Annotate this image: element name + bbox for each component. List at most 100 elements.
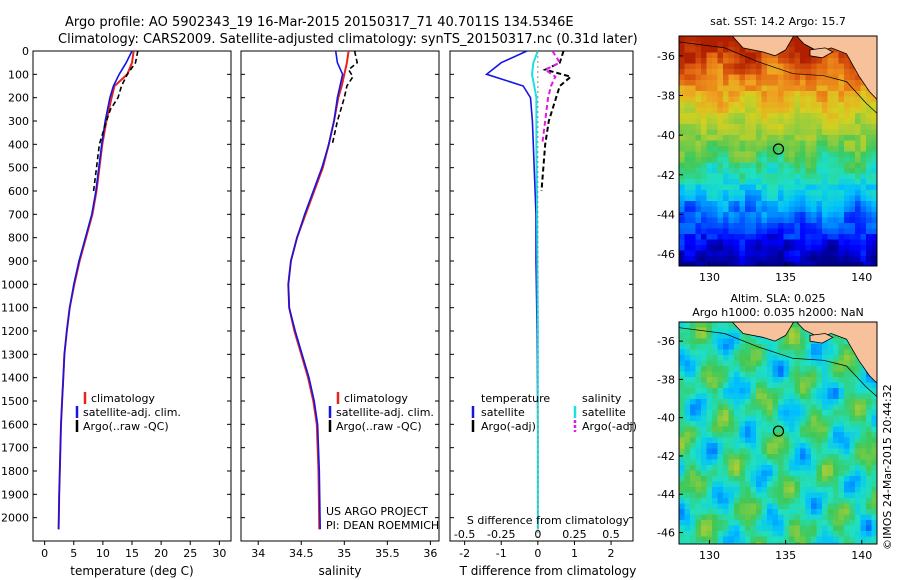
map-cell xyxy=(794,465,801,471)
map-cell xyxy=(772,250,779,257)
map-cell xyxy=(827,63,834,70)
map-cell xyxy=(684,360,691,367)
map-cell xyxy=(695,85,702,92)
x-tick-label: 5 xyxy=(70,547,77,560)
map-cell xyxy=(838,179,845,185)
map-cell xyxy=(860,492,867,499)
map-cell xyxy=(866,388,872,394)
map-cell xyxy=(761,74,768,81)
map-cell xyxy=(684,377,691,383)
map-cell xyxy=(684,58,691,64)
map-cell xyxy=(684,509,691,515)
map-cell xyxy=(844,470,850,477)
map-cell xyxy=(838,80,845,86)
map-cell xyxy=(871,531,877,537)
map-cell xyxy=(849,443,856,449)
map-cell xyxy=(761,179,768,185)
map-cell xyxy=(701,217,707,224)
map-cell xyxy=(800,404,806,411)
map-cell xyxy=(723,454,729,460)
depth-tick-label: 1700 xyxy=(1,442,29,455)
map-cell xyxy=(690,404,696,411)
map-cell xyxy=(712,322,718,328)
map-cell xyxy=(860,481,867,488)
map-cell xyxy=(855,388,861,394)
map-cell xyxy=(728,245,735,251)
map-cell xyxy=(756,520,762,526)
map-cell xyxy=(679,41,685,48)
map-cell xyxy=(838,371,845,378)
map-cell xyxy=(811,520,817,526)
map-cell xyxy=(860,206,867,213)
map-cell xyxy=(706,36,713,42)
map-cell xyxy=(849,118,856,125)
map-cell xyxy=(827,228,834,235)
map-cell xyxy=(706,426,713,433)
map-cell xyxy=(855,129,861,136)
map-cell xyxy=(756,542,762,544)
map-cell xyxy=(844,96,850,103)
map-cell xyxy=(860,107,867,114)
map-cell xyxy=(712,96,718,103)
map-cell xyxy=(855,448,861,455)
map-cell xyxy=(739,448,746,455)
x-tick-label: 25 xyxy=(183,547,197,560)
map-cell xyxy=(849,459,856,466)
map-cell xyxy=(761,355,768,361)
map-cell xyxy=(811,355,817,361)
map-cell xyxy=(783,531,790,537)
map-cell xyxy=(745,448,751,455)
map-cell xyxy=(739,190,746,196)
map-cell xyxy=(816,217,823,224)
map-cell xyxy=(695,382,702,389)
map-cell xyxy=(822,179,828,185)
map-cell xyxy=(728,179,735,185)
map-cell xyxy=(717,195,724,202)
map-cell xyxy=(805,525,812,532)
map-cell xyxy=(844,228,850,235)
map-cell xyxy=(794,212,801,218)
map-cell xyxy=(728,140,735,147)
map-cell xyxy=(871,168,877,174)
map-cell xyxy=(844,173,850,180)
map-cell xyxy=(827,47,834,53)
map-cell xyxy=(750,140,757,147)
map-cell xyxy=(728,212,735,218)
map-cell xyxy=(805,47,812,53)
map-cell xyxy=(805,146,812,152)
map-cell xyxy=(739,124,746,130)
map-cell xyxy=(728,338,735,345)
map-cell xyxy=(767,388,773,394)
map-cell xyxy=(849,146,856,152)
map-cell xyxy=(690,41,696,48)
map-cell xyxy=(723,168,729,174)
map-cell xyxy=(822,91,828,97)
map-cell xyxy=(871,195,877,202)
project-name: US ARGO PROJECT xyxy=(326,505,428,518)
map-cell xyxy=(767,217,773,224)
map-cell xyxy=(723,261,729,266)
map-cell xyxy=(717,421,724,427)
map-cell xyxy=(690,465,696,471)
map-cell xyxy=(750,509,757,515)
map-cell xyxy=(712,393,718,400)
map-cell xyxy=(690,333,696,339)
map-cell xyxy=(750,157,757,163)
map-cell xyxy=(800,107,806,114)
map-cell xyxy=(783,85,790,92)
map-cell xyxy=(706,146,713,152)
map-cell xyxy=(679,58,685,64)
map-cell xyxy=(734,63,740,70)
map-cell xyxy=(805,135,812,141)
map-cell xyxy=(701,102,707,108)
map-cell xyxy=(734,118,740,125)
map-cell xyxy=(816,261,823,266)
map-cell xyxy=(761,503,768,510)
map-cell xyxy=(706,195,713,202)
map-cell xyxy=(745,234,751,240)
map-cell xyxy=(695,256,702,262)
map-cell xyxy=(679,415,685,422)
map-cell xyxy=(701,41,707,48)
map-cell xyxy=(772,179,779,185)
map-cell xyxy=(728,113,735,119)
